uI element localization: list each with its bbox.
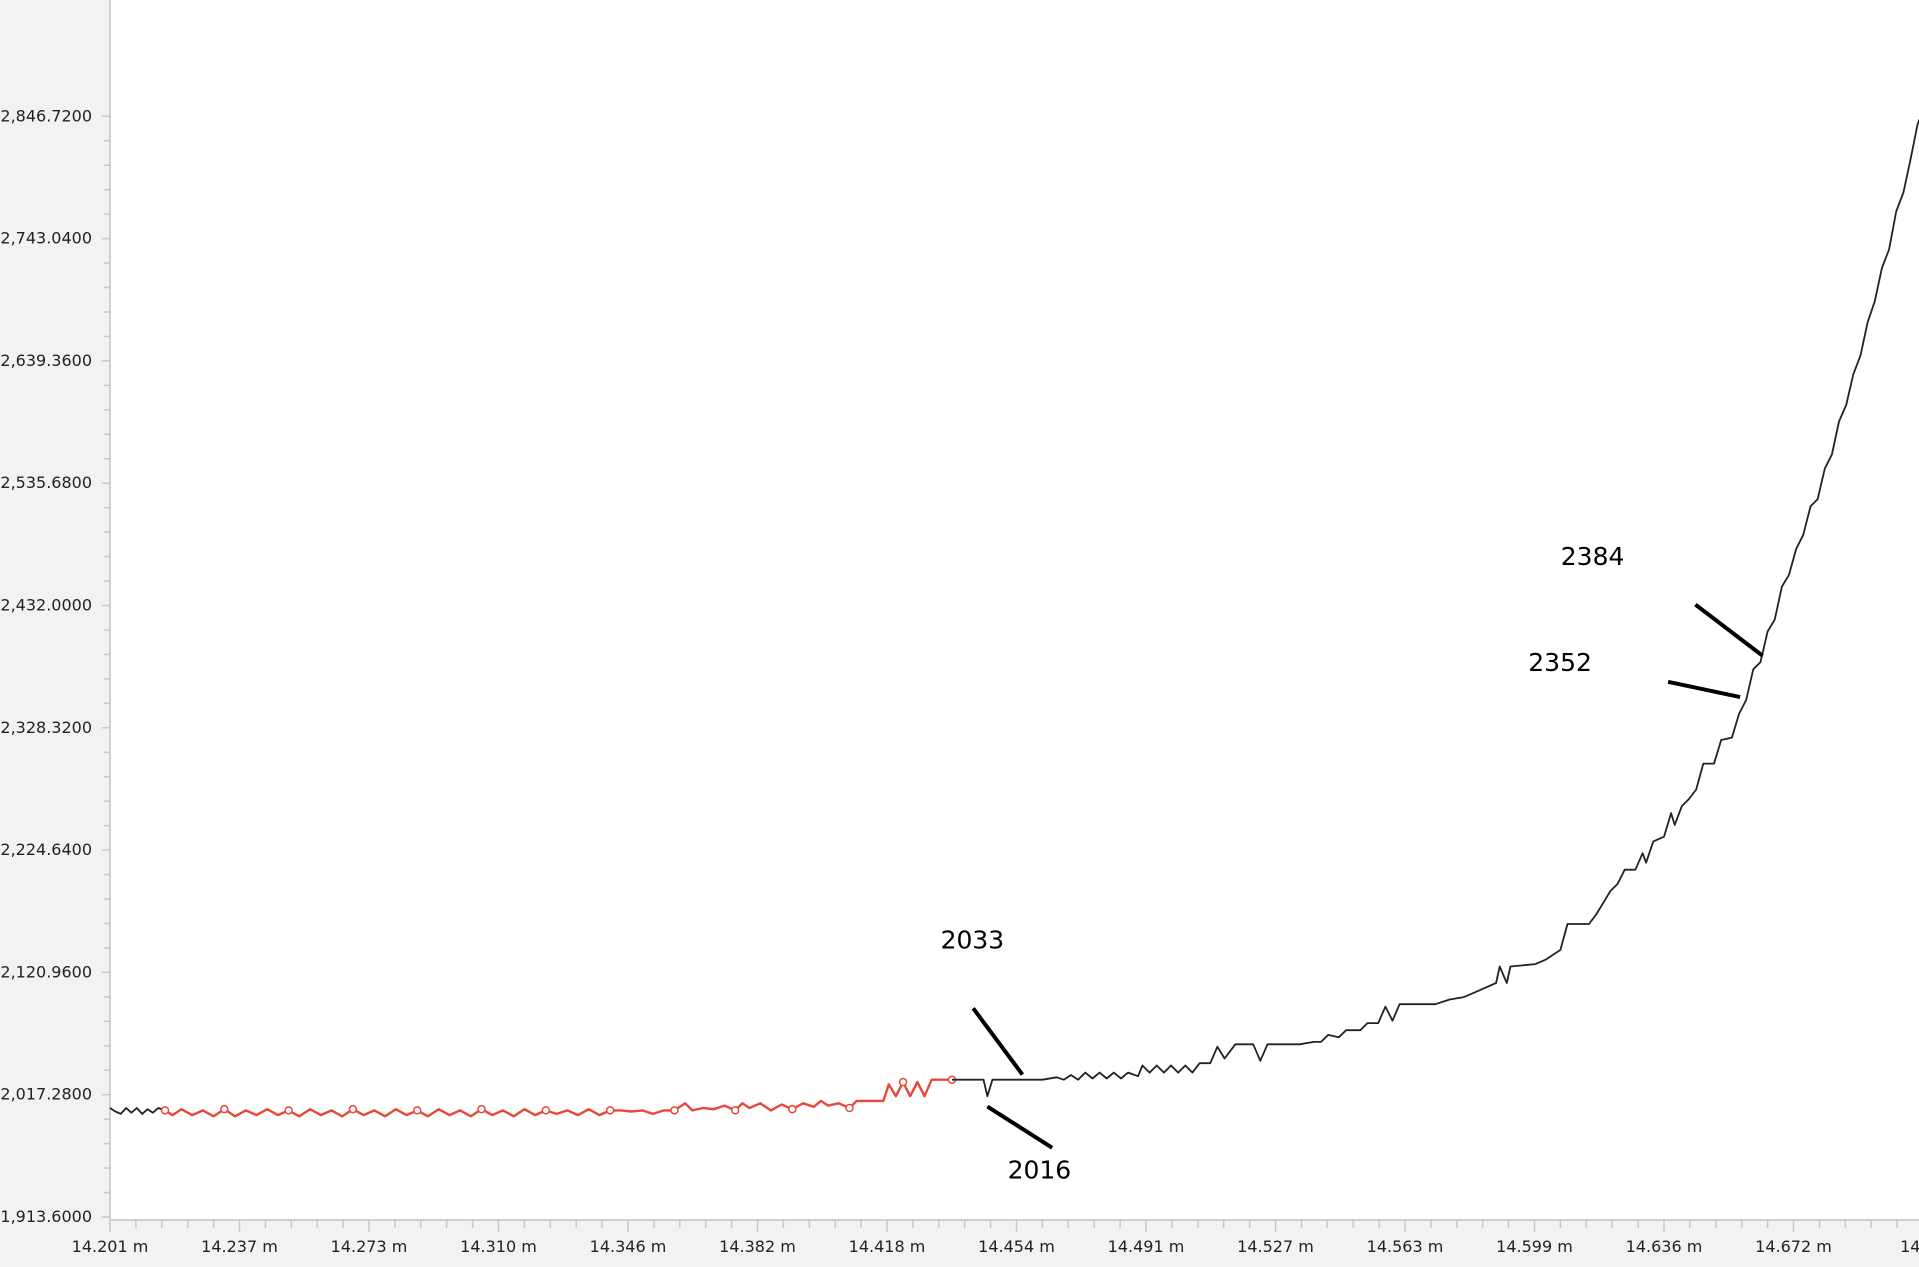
data-point-marker xyxy=(160,1106,170,1115)
annotations: 2033 2016 2352 2384 xyxy=(941,542,1764,1185)
data-point-marker xyxy=(670,1106,679,1115)
y-tick-label: 2,224.6400 xyxy=(0,840,92,859)
x-tick-label: 14.491 m xyxy=(1108,1237,1185,1256)
annotation-label: 2033 xyxy=(941,926,1005,955)
y-tick-label: 2,432.0000 xyxy=(0,596,92,615)
plot-area xyxy=(110,0,1919,1220)
x-tick-label: 14.346 m xyxy=(590,1237,667,1256)
data-point-marker xyxy=(477,1104,486,1114)
data-point-marker xyxy=(730,1106,740,1115)
y-tick-label: 1,913.6000 xyxy=(0,1207,92,1226)
annotation-label: 2016 xyxy=(1008,1156,1072,1185)
x-tick-label: 14.563 m xyxy=(1367,1237,1444,1256)
data-point-marker xyxy=(412,1106,422,1115)
data-point-marker xyxy=(220,1104,229,1114)
y-tick-label: 2,639.3600 xyxy=(0,351,92,370)
y-tick-label: 2,535.6800 xyxy=(0,473,92,492)
x-tick-label: 14.454 m xyxy=(978,1237,1055,1256)
annotation-leader-line xyxy=(1667,679,1741,700)
annotation-label: 2352 xyxy=(1528,648,1592,677)
data-point-marker xyxy=(541,1106,551,1115)
annotation-leader-line xyxy=(1694,602,1764,658)
y-tick-label: 2,017.2800 xyxy=(0,1085,92,1104)
series-group xyxy=(109,118,1919,1118)
x-tick-label: 14.599 m xyxy=(1496,1237,1573,1256)
x-tick-label: 14.527 m xyxy=(1237,1237,1314,1256)
x-tick-label: 14.237 m xyxy=(201,1237,278,1256)
data-point-marker xyxy=(605,1106,615,1115)
data-point-marker xyxy=(845,1103,854,1113)
y-axis: 1,913.6000 2,017.2800 2,120.9600 2,224.6400… xyxy=(0,106,110,1226)
y-tick-label: 2,846.7200 xyxy=(0,106,92,125)
y-tick-label: 2,328.3200 xyxy=(0,718,92,737)
y-tick-label: 2,743.0400 xyxy=(0,229,92,248)
y-tick-label: 2,120.9600 xyxy=(0,962,92,981)
x-tick-label: 14.273 m xyxy=(331,1237,408,1256)
data-point-marker xyxy=(898,1077,908,1087)
annotation-leader-line xyxy=(971,1007,1024,1076)
x-tick-label: 14.418 m xyxy=(849,1237,926,1256)
series-line-main xyxy=(109,1107,166,1115)
series-line-highlighted xyxy=(164,1078,952,1118)
data-point-marker xyxy=(788,1104,797,1114)
annotation-leader-line xyxy=(986,1104,1054,1150)
data-point-marker xyxy=(284,1106,293,1115)
x-tick-label: 14.310 m xyxy=(460,1237,537,1256)
x-axis: 14.201 m 14.237 m 14.273 m 14.310 m 14.346 m… xyxy=(72,1220,1919,1256)
x-tick-label: 14.201 m xyxy=(72,1237,149,1256)
series-line-main-continued xyxy=(952,118,1919,1098)
x-tick-label: 14.636 m xyxy=(1626,1237,1703,1256)
data-point-marker xyxy=(348,1104,358,1114)
annotation-label: 2384 xyxy=(1561,542,1625,571)
x-tick-label: 14.672 m xyxy=(1755,1237,1832,1256)
x-tick-label: 14.382 m xyxy=(719,1237,796,1256)
x-tick-label: 14.70 xyxy=(1900,1237,1919,1256)
